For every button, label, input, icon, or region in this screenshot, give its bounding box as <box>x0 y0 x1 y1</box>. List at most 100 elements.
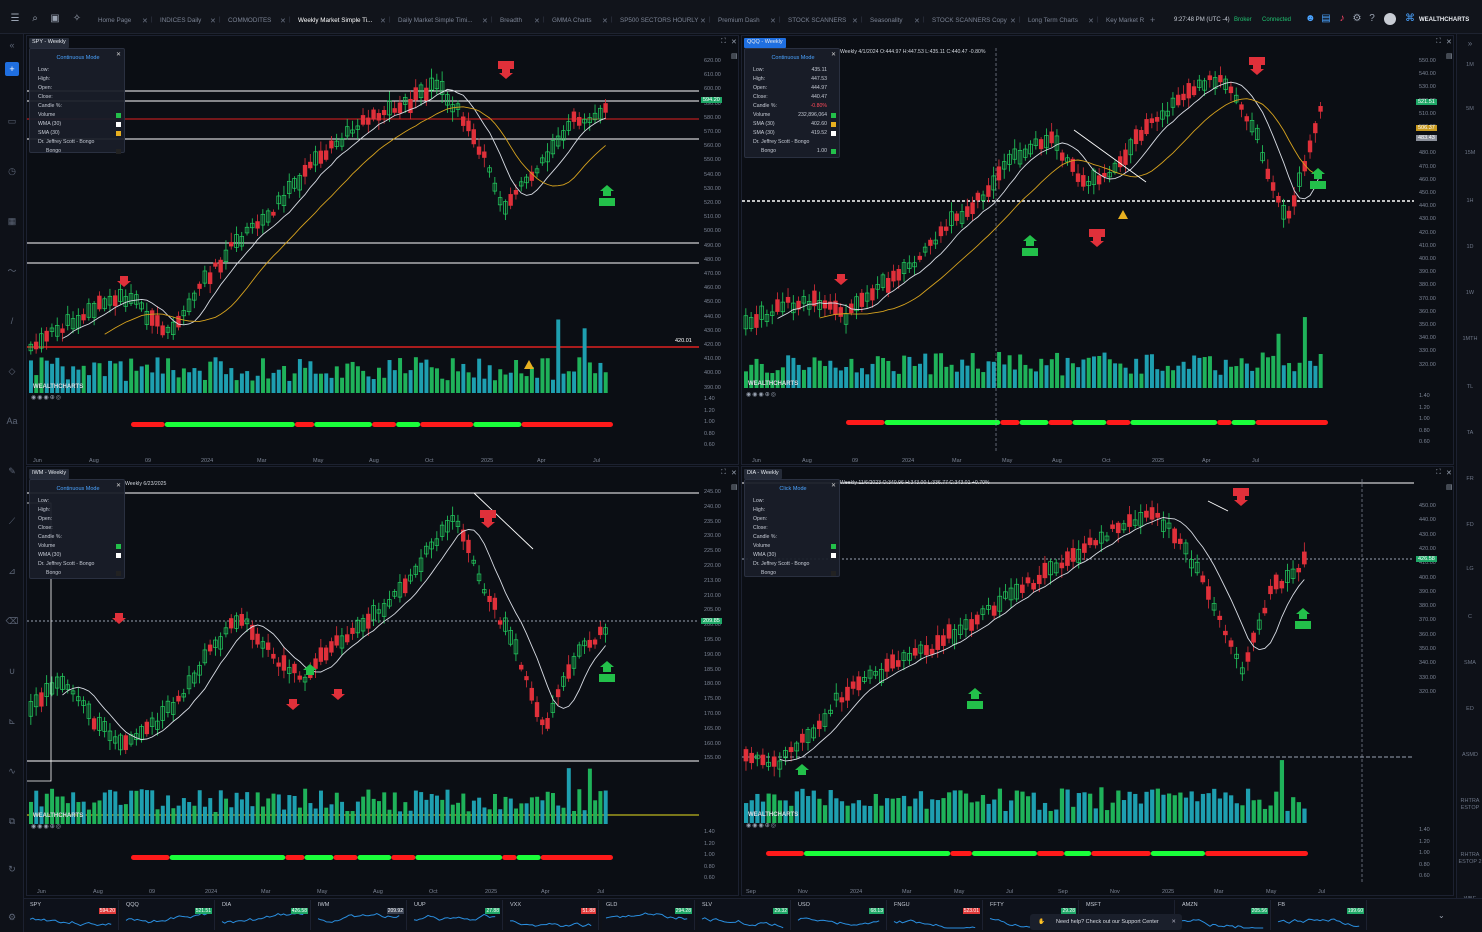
legend-color-swatch[interactable] <box>116 553 121 558</box>
time-axis[interactable]: Jun Aug 09 2024 Mar May Aug Oct 2025 Apr Jul <box>27 452 699 464</box>
tab-6[interactable]: GMMA Charts <box>552 17 592 24</box>
panel-settings-icon[interactable]: ▤ <box>731 53 738 60</box>
tab-0[interactable]: Home Page <box>98 17 132 24</box>
legend-color-swatch[interactable] <box>831 131 836 136</box>
hamburger-menu-icon[interactable]: ☰ <box>10 13 20 24</box>
legend-color-swatch[interactable] <box>831 544 836 549</box>
tab-close-icon[interactable]: ✕ <box>280 18 286 25</box>
watchlist-item[interactable]: UUP 27.88 <box>410 900 503 930</box>
interval-button-11[interactable]: LG <box>1466 566 1474 572</box>
tab-4[interactable]: Daily Market Simple Timi... <box>398 17 473 24</box>
layout-icon[interactable]: ▣ <box>50 13 60 24</box>
chart-panel-qqq[interactable]: 550.00540.00530.00520.00510.00500.00490.… <box>741 35 1454 465</box>
chart-canvas[interactable] <box>27 36 739 465</box>
legend-close-icon[interactable]: ✕ <box>830 483 836 489</box>
interval-button-10[interactable]: FD <box>1466 522 1474 528</box>
interval-button-16[interactable]: RHTRA ESTOP <box>1460 798 1480 811</box>
time-axis[interactable]: Sep Nov 2024 Mar May Jul Sep Nov 2025 Mar May Jul <box>742 883 1414 895</box>
legend-mode-label[interactable]: Continuous Mode <box>56 55 100 61</box>
maximize-icon[interactable]: ⛶ <box>721 38 726 45</box>
watchlist-item[interactable]: VXX 51.88 <box>506 900 599 930</box>
save-icon[interactable]: ▤ <box>1321 13 1331 24</box>
chart-controls-icons[interactable]: ◉◉◉⊕◎ <box>746 392 777 398</box>
brush-icon[interactable]: ✎ <box>8 466 16 476</box>
legend-color-swatch[interactable] <box>831 122 836 127</box>
watchlist-item[interactable]: GLD 294.28 <box>602 900 695 930</box>
time-axis[interactable]: Jun Aug 09 2024 Mar May Aug Oct 2025 Apr Jul <box>27 883 699 895</box>
trend-line[interactable] <box>473 492 534 550</box>
users-icon[interactable]: ☻ <box>1305 13 1316 24</box>
close-panel-icon[interactable]: ✕ <box>731 39 737 46</box>
chart-canvas[interactable] <box>742 36 1454 465</box>
legend-color-swatch[interactable] <box>116 113 121 118</box>
maximize-icon[interactable]: ⛶ <box>721 469 726 476</box>
panel-settings-icon[interactable]: ▤ <box>1446 53 1453 60</box>
tab-3[interactable]: Weekly Market Simple Ti... <box>298 17 373 24</box>
collapse-right-icon[interactable]: » <box>1467 39 1473 48</box>
tab-close-icon[interactable]: ✕ <box>914 18 920 25</box>
price-axis[interactable]: 450.00 440.00 430.00 420.00 410.00 400.00 390.… <box>1414 467 1453 895</box>
maximize-icon[interactable]: ⛶ <box>1436 469 1441 476</box>
watchlist-item[interactable]: IWM 209.92 <box>314 900 407 930</box>
expand-watchlist-icon[interactable]: ⌄ <box>1438 911 1445 920</box>
legend-color-swatch[interactable] <box>116 122 121 127</box>
legend-color-swatch[interactable] <box>831 571 836 576</box>
interval-button-4[interactable]: 1D <box>1466 244 1474 250</box>
interval-button-14[interactable]: ED <box>1466 706 1474 712</box>
help-icon[interactable]: ? <box>1369 13 1375 24</box>
trend-line[interactable] <box>1207 500 1229 512</box>
interval-button-5[interactable]: 1W <box>1465 290 1475 296</box>
close-panel-icon[interactable]: ✕ <box>1446 470 1452 477</box>
tab-close-icon[interactable]: ✕ <box>142 18 148 25</box>
tab-close-icon[interactable]: ✕ <box>482 18 488 25</box>
legend-mode-label[interactable]: Continuous Mode <box>56 486 100 492</box>
tab-close-icon[interactable]: ✕ <box>770 18 776 25</box>
close-panel-icon[interactable]: ✕ <box>731 470 737 477</box>
close-panel-icon[interactable]: ✕ <box>1446 39 1452 46</box>
support-help-banner[interactable]: ✋ Need help? Check out our Support Cente… <box>1030 914 1182 930</box>
bell-icon[interactable]: ♪ <box>1339 13 1345 24</box>
interval-button-7[interactable]: TL <box>1466 384 1474 390</box>
panel-settings-icon[interactable]: ▤ <box>731 484 738 491</box>
tab-5[interactable]: Breadth <box>500 17 523 24</box>
interval-button-8[interactable]: TA <box>1466 430 1474 436</box>
add-tab-icon[interactable]: + <box>1150 15 1156 25</box>
interval-button-15[interactable]: ASMD <box>1462 752 1478 758</box>
clock-icon[interactable]: ◷ <box>8 166 16 176</box>
add-tool-icon[interactable]: + <box>5 62 19 76</box>
tab-close-icon[interactable]: ✕ <box>852 18 858 25</box>
price-axis[interactable]: 245.00 240.00 235.00 230.00 225.00 220.00 213.… <box>699 467 738 895</box>
legend-box[interactable]: Click Mode ✕ Low: High: Open: Close: Candle %:… <box>744 479 840 577</box>
collapse-left-icon[interactable]: « <box>9 40 15 50</box>
magnet-icon[interactable]: ∪ <box>8 666 16 676</box>
panel-symbol-title[interactable]: SPY - Weekly <box>29 38 69 48</box>
maximize-icon[interactable]: ⛶ <box>1436 38 1441 45</box>
chart-panel-dia[interactable]: 450.00 440.00 430.00 420.00 410.00 400.00 390.… <box>741 466 1454 896</box>
panel-settings-icon[interactable]: ▤ <box>1446 484 1453 491</box>
legend-color-swatch[interactable] <box>831 113 836 118</box>
tab-close-icon[interactable]: ✕ <box>210 18 216 25</box>
tab-8[interactable]: Premium Dash <box>718 17 760 24</box>
panel-symbol-title[interactable]: IWM - Weekly <box>29 469 70 479</box>
chart-tool-icon[interactable]: ⊾ <box>8 716 16 726</box>
legend-color-swatch[interactable] <box>116 571 121 576</box>
legend-close-icon[interactable]: ✕ <box>115 483 121 489</box>
tab-close-icon[interactable]: ✕ <box>1088 18 1094 25</box>
chart-panel-iwm[interactable]: 245.00 240.00 235.00 230.00 225.00 220.00 213.… <box>26 466 739 896</box>
tab-7[interactable]: SP500 SECTORS HOURLY <box>620 17 699 24</box>
chart-canvas[interactable] <box>742 467 1454 896</box>
interval-button-0[interactable]: 1M <box>1466 62 1474 68</box>
price-axis[interactable]: 620.00 610.00 600.00 590.00 580.00 570.00 560.… <box>699 36 738 464</box>
interval-button-12[interactable]: C <box>1468 614 1472 620</box>
legend-box[interactable]: Continuous Mode ✕ Low: High: Open: Close: Cand… <box>29 48 125 154</box>
legend-color-swatch[interactable] <box>831 149 836 154</box>
interval-button-1[interactable]: 5M <box>1466 106 1474 112</box>
line-tool-icon[interactable]: / <box>10 316 14 326</box>
shapes-icon[interactable]: ◇ <box>8 366 16 376</box>
tab-11[interactable]: STOCK SCANNERS Copy <box>932 17 1007 24</box>
indicator-icon[interactable]: ∿ <box>8 766 16 776</box>
chart-controls-icons[interactable]: ◉◉◉⊕◎ <box>31 395 62 401</box>
tab-close-icon[interactable]: ✕ <box>380 18 386 25</box>
legend-color-swatch[interactable] <box>116 131 121 136</box>
time-axis[interactable]: Jun Aug 09 2024 Mar May Aug Oct 2025 Apr Jul <box>742 452 1414 464</box>
